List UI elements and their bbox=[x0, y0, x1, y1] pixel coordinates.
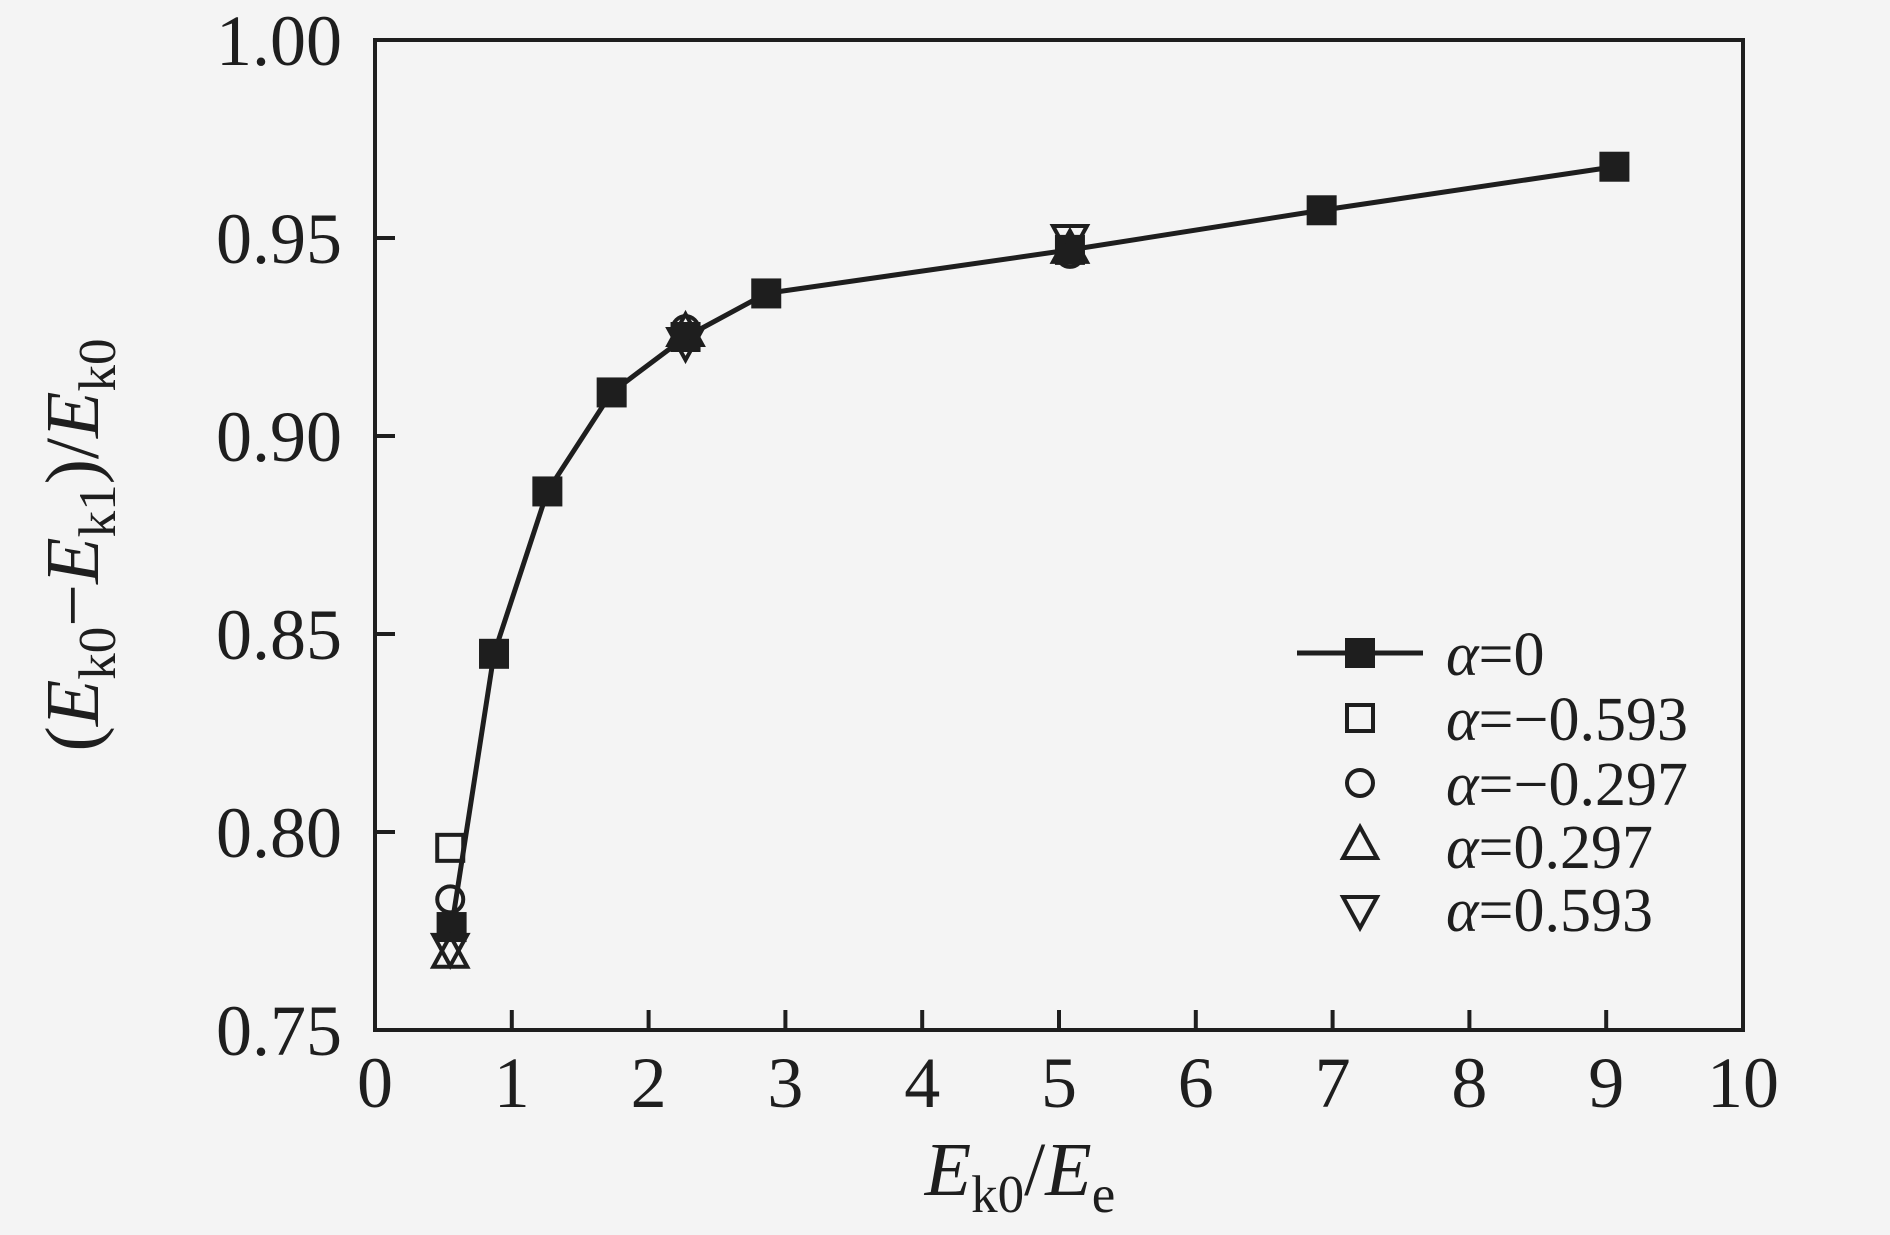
x-tick-label: 2 bbox=[631, 1043, 667, 1123]
legend-marker-triangle-up-open bbox=[1339, 822, 1381, 860]
x-tick-label: 1 bbox=[494, 1043, 530, 1123]
x-axis-label: Ek0/Ee bbox=[924, 1128, 1116, 1224]
marker-square-open-1-0 bbox=[435, 832, 466, 863]
legend-item-label: α=−0.297 bbox=[1446, 751, 1688, 819]
y-axis-label: (Ek0−Ek1)/Ek0 bbox=[31, 339, 127, 752]
x-tick-label: 7 bbox=[1315, 1043, 1351, 1123]
marker-square-filled-0-2 bbox=[532, 476, 563, 507]
marker-triangle-down-open-4-2 bbox=[1049, 224, 1091, 262]
y-tick-label: 0.85 bbox=[216, 595, 342, 675]
marker-triangle-down-open-4-1 bbox=[665, 326, 706, 365]
x-tick-label: 4 bbox=[904, 1043, 940, 1123]
x-tick-label: 6 bbox=[1178, 1043, 1214, 1123]
x-tick-label: 3 bbox=[767, 1043, 803, 1123]
y-tick-label: 0.80 bbox=[216, 793, 342, 873]
marker-triangle-up-open-3-2 bbox=[1049, 226, 1091, 264]
x-tick-label: 9 bbox=[1588, 1043, 1624, 1123]
legend-marker-square-filled bbox=[1345, 638, 1375, 668]
y-tick-label: 0.90 bbox=[216, 397, 342, 477]
marker-square-filled-0-8 bbox=[1599, 151, 1630, 182]
x-tick-label: 10 bbox=[1707, 1043, 1779, 1123]
legend-item-label: α=0.593 bbox=[1446, 877, 1653, 945]
marker-square-filled-0-5 bbox=[751, 278, 782, 309]
legend-item-label: α=−0.593 bbox=[1446, 686, 1688, 754]
y-tick-label: 0.95 bbox=[216, 199, 342, 279]
x-tick-label: 8 bbox=[1451, 1043, 1487, 1123]
legend-item-label: α=0.297 bbox=[1446, 814, 1653, 882]
legend-item-label: α=0 bbox=[1446, 621, 1545, 689]
y-tick-label: 0.75 bbox=[216, 991, 342, 1071]
legend-marker-circle-open bbox=[1345, 768, 1375, 798]
y-tick-label: 1.00 bbox=[216, 1, 342, 81]
marker-triangle-down-open-4-0 bbox=[429, 932, 471, 970]
marker-square-filled-0-7 bbox=[1306, 195, 1337, 226]
legend-marker-square-open bbox=[1345, 703, 1375, 733]
marker-square-filled-0-1 bbox=[479, 638, 510, 669]
legend-marker-triangle-down-open bbox=[1339, 895, 1381, 933]
marker-circle-open-2-0 bbox=[435, 884, 466, 915]
x-tick-label: 0 bbox=[357, 1043, 393, 1123]
series-line-0 bbox=[449, 164, 1615, 928]
x-tick-label: 5 bbox=[1041, 1043, 1077, 1123]
marker-square-filled-0-3 bbox=[596, 377, 627, 408]
